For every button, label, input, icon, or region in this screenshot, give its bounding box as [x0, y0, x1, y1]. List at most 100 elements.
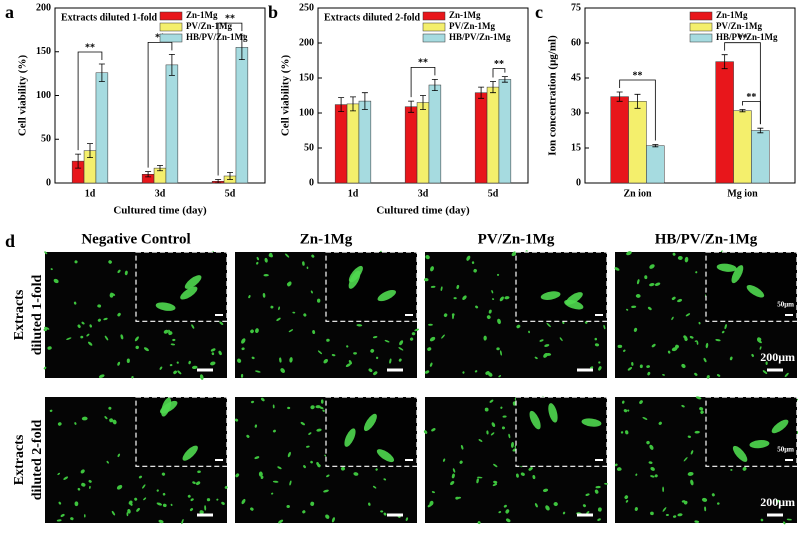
cell: [662, 486, 665, 493]
cell: [594, 337, 598, 341]
cell: [510, 441, 514, 448]
cell: [210, 361, 216, 366]
cell: [504, 296, 510, 300]
cell: [654, 474, 658, 478]
cell: [320, 399, 324, 404]
cell: [623, 409, 628, 413]
cell: [687, 435, 692, 438]
cell: [685, 313, 691, 317]
cell: [695, 396, 702, 400]
legend-swatch: [689, 22, 713, 32]
cell: [724, 324, 727, 330]
cell: [353, 352, 357, 355]
error-bar: [408, 100, 415, 113]
cell: [451, 313, 455, 317]
cell: [399, 340, 404, 346]
cell: [512, 401, 517, 406]
cell: [66, 337, 72, 340]
cell: [127, 508, 131, 514]
cell: [595, 485, 601, 489]
bar: [95, 72, 109, 184]
y-tick-label: 50: [304, 142, 314, 153]
cell: [162, 503, 167, 508]
column-header: Zn-1Mg: [300, 231, 353, 247]
bar: [416, 102, 430, 184]
cell: [250, 400, 255, 404]
cell: [190, 498, 194, 502]
inset-cell: [155, 302, 176, 311]
cell: [169, 364, 173, 367]
cell: [546, 322, 551, 328]
cell: [398, 358, 402, 362]
cell: [289, 480, 292, 486]
legend-label: HB/PV/Zn-1Mg: [186, 32, 248, 42]
inset: [325, 251, 418, 322]
cell: [254, 424, 258, 428]
cell: [57, 472, 61, 476]
error-bar: [157, 165, 163, 172]
cell: [452, 468, 456, 473]
cell: [634, 507, 638, 511]
y-tick-label: 50: [41, 134, 51, 145]
cell: [411, 332, 416, 336]
y-tick-label: 45: [571, 72, 581, 83]
cell: [614, 463, 618, 467]
inset-cell: [180, 286, 198, 300]
significance-bracket: [147, 41, 173, 168]
x-axis-label: Cultured time (day): [376, 205, 470, 217]
cell: [264, 257, 268, 263]
cell: [86, 333, 90, 337]
cell: [646, 440, 650, 445]
cell: [224, 485, 228, 489]
bar: [610, 96, 629, 184]
cell: [460, 445, 464, 450]
cell: [380, 510, 384, 513]
cell: [300, 421, 305, 426]
cell: [316, 428, 322, 432]
cell: [287, 451, 291, 458]
inset-cell: [746, 285, 765, 298]
cell: [277, 466, 282, 470]
cell: [503, 504, 507, 508]
y-tick-label: 0: [576, 177, 581, 188]
cell: [142, 484, 146, 489]
y-tick-label: 60: [571, 37, 581, 48]
bar: [428, 84, 442, 184]
cell: [542, 488, 549, 492]
cell: [163, 329, 169, 334]
legend-swatch: [689, 11, 713, 21]
cell: [721, 330, 725, 334]
cell: [786, 518, 792, 521]
cell: [191, 365, 198, 369]
cell: [603, 324, 606, 330]
cell: [276, 317, 281, 322]
cell: [138, 475, 143, 479]
inset: [515, 251, 608, 322]
cell: [497, 318, 501, 325]
cell: [683, 335, 688, 340]
inset-cell: [716, 263, 737, 272]
cell: [505, 509, 510, 514]
y-tick-label: 250: [299, 2, 314, 13]
cell: [80, 469, 85, 474]
cell: [191, 324, 195, 329]
cell: [143, 347, 149, 352]
inset: [705, 396, 798, 467]
cell: [348, 360, 352, 365]
inset-cell: [564, 299, 584, 310]
panel-letter: d: [5, 231, 15, 251]
inset-cell: [581, 418, 602, 427]
cell: [633, 327, 638, 332]
cell: [490, 432, 495, 436]
cell: [677, 255, 683, 260]
cell: [270, 305, 274, 309]
cell: [279, 357, 282, 363]
cell: [278, 306, 280, 311]
bar: [751, 130, 770, 184]
cell: [383, 478, 387, 481]
cell: [211, 352, 215, 356]
cell: [784, 372, 789, 378]
bar: [474, 92, 488, 184]
x-tick-label: Zn ion: [623, 188, 652, 199]
cell: [278, 519, 284, 524]
